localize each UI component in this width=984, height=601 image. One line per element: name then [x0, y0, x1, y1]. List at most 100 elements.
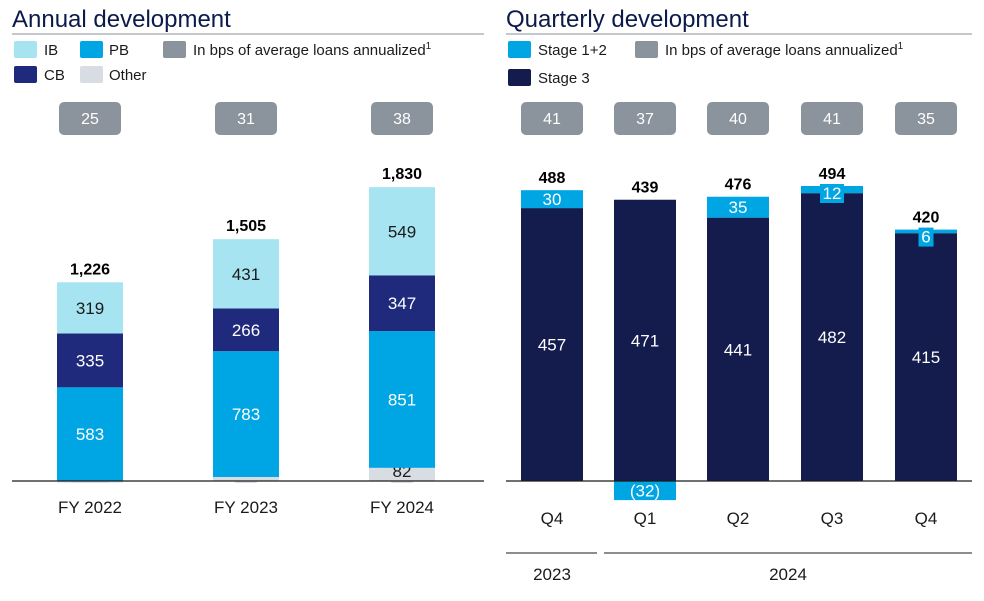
bar-stage3-q4-0	[521, 208, 583, 481]
total-fy-2023: 1,505	[226, 218, 266, 235]
label-cb-fy-2024: 347	[388, 294, 416, 313]
bps-badge-fy-2023	[215, 102, 277, 135]
legend-swatch-ib	[14, 41, 37, 58]
legend-swatch-other	[80, 66, 103, 83]
label-ib-fy-2022: 319	[76, 299, 104, 318]
total-q1-1: 439	[632, 180, 659, 197]
quarterly-chart-title: Quarterly development	[506, 6, 749, 33]
annual-chart-title: Annual development	[12, 6, 231, 33]
bar-ib-fy-2024	[369, 187, 435, 276]
category-q3-3: Q3	[821, 509, 844, 528]
legend-swatch-stage3	[508, 69, 531, 86]
label-stage12-q1-1: (32)	[630, 482, 660, 501]
category-fy-2022: FY 2022	[58, 498, 122, 517]
bps-value-q2-2: 40	[729, 111, 747, 128]
bps-value-fy-2022: 25	[81, 111, 99, 128]
bar-pb-fy-2022	[57, 387, 123, 481]
label-stage3-q4-4: 415	[912, 348, 940, 367]
bar-stage3-q3-3	[801, 193, 863, 481]
category-q1-1: Q1	[634, 509, 657, 528]
bps-badge-fy-2022	[59, 102, 121, 135]
label-ib-fy-2023: 431	[232, 265, 260, 284]
legend-swatch-bps-q	[635, 41, 658, 58]
label-cb-fy-2023: 266	[232, 321, 260, 340]
total-q2-2: 476	[725, 177, 752, 194]
bps-badge-q1-1	[614, 102, 676, 135]
legend-label-pb: PB	[109, 42, 129, 59]
category-fy-2024: FY 2024	[370, 498, 434, 517]
label-bg-stage12-q3-3	[820, 184, 844, 203]
bar-ib-fy-2022	[57, 282, 123, 334]
bps-value-fy-2024: 38	[393, 111, 411, 128]
label-stage12-q4-4: 6	[921, 228, 930, 247]
bar-stage12-q4-0	[521, 190, 583, 209]
label-stage3-q2-2: 441	[724, 340, 752, 359]
label-pb-fy-2024: 851	[388, 390, 416, 409]
quarterly-year-groups: 2023 2024	[506, 552, 972, 584]
legend-swatch-cb	[14, 66, 37, 83]
bps-badge-q2-2	[707, 102, 769, 135]
bar-stage3-q1-1	[614, 199, 676, 482]
label-pb-fy-2022: 583	[76, 425, 104, 444]
bar-ib-fy-2023	[213, 239, 279, 309]
label-stage12-q3-3: 12	[823, 184, 842, 203]
quarterly-bps-badges: 41 37 40 41 35	[521, 102, 957, 135]
bps-badge-q4-4	[895, 102, 957, 135]
legend-label-bps: In bps of average loans annualized1	[193, 41, 432, 59]
total-q3-3: 494	[819, 166, 846, 183]
bps-value-q3-3: 41	[823, 111, 841, 128]
total-fy-2024: 1,830	[382, 166, 422, 183]
legend-label-other: Other	[109, 67, 147, 84]
year-label-2023: 2023	[533, 565, 571, 584]
label-stage12-q4-0: 30	[543, 190, 562, 209]
label-bg-stage12-q4-4	[918, 227, 934, 247]
legend-label-ib: IB	[44, 42, 58, 59]
bps-value-q4-4: 35	[917, 111, 935, 128]
category-q2-2: Q2	[727, 509, 750, 528]
legend-swatch-stage12	[508, 41, 531, 58]
total-q4-4: 420	[913, 210, 940, 227]
legend-swatch-bps	[163, 41, 186, 58]
legend-label-stage12: Stage 1+2	[538, 42, 607, 59]
category-q4-0: Q4	[541, 509, 564, 528]
label-stage3-q3-3: 482	[818, 328, 846, 347]
label-stage12-q2-2: 35	[729, 198, 748, 217]
legend-swatch-pb	[80, 41, 103, 58]
bar-cb-fy-2023	[213, 308, 279, 352]
total-q4-0: 488	[539, 170, 566, 187]
bps-value-fy-2023: 31	[237, 111, 255, 128]
total-fy-2022: 1,226	[70, 261, 110, 278]
bps-badge-fy-2024	[371, 102, 433, 135]
bar-pb-fy-2024	[369, 331, 435, 468]
bps-value-q1-1: 37	[636, 111, 654, 128]
label-ib-fy-2024: 549	[388, 222, 416, 241]
bar-stage12-q2-2	[707, 196, 769, 218]
bar-cb-fy-2022	[57, 333, 123, 388]
bps-badge-q4-0	[521, 102, 583, 135]
legend-label-bps-q: In bps of average loans annualized1	[665, 41, 904, 59]
legend-label-cb: CB	[44, 67, 65, 84]
bar-pb-fy-2023	[213, 351, 279, 477]
label-cb-fy-2022: 335	[76, 351, 104, 370]
annual-legend: IB PB CB Other In bps of average loans a…	[14, 41, 432, 84]
quarterly-legend: Stage 1+2 In bps of average loans annual…	[508, 41, 904, 87]
label-pb-fy-2023: 783	[232, 405, 260, 424]
bar-cb-fy-2024	[369, 275, 435, 332]
category-fy-2023: FY 2023	[214, 498, 278, 517]
legend-label-stage3: Stage 3	[538, 70, 590, 87]
annual-category-labels: FY 2022 FY 2023 FY 2024	[58, 498, 434, 517]
annual-bps-badges: 25 31 38	[59, 102, 433, 135]
bps-value-q4-0: 41	[543, 111, 561, 128]
quarterly-category-labels: Q4 Q1 Q2 Q3 Q4	[541, 509, 938, 528]
category-q4-4: Q4	[915, 509, 938, 528]
bar-stage3-q4-4	[895, 233, 957, 481]
bps-badge-q3-3	[801, 102, 863, 135]
annual-bars: (10)5833353191,226257832664311,505828513…	[57, 166, 435, 483]
label-bg-other-fy-2024	[390, 464, 414, 483]
label-stage3-q4-0: 457	[538, 336, 566, 355]
bar-stage12-q1-1	[614, 481, 676, 501]
label-stage3-q1-1: 471	[631, 331, 659, 350]
year-label-2024: 2024	[769, 565, 807, 584]
